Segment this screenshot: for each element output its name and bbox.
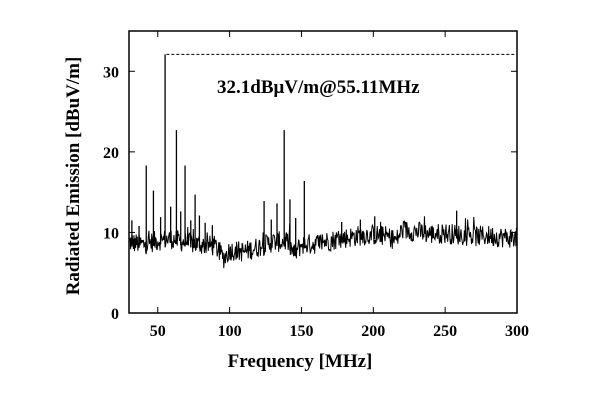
y-tick-label: 30: [103, 64, 119, 81]
y-tick-label: 0: [111, 306, 119, 323]
x-tick-label: 300: [505, 323, 529, 340]
plot-frame: [128, 30, 518, 314]
tick-labels: 50 100 150 200 250 300 0 10 20 30: [103, 64, 529, 340]
x-axis-title: Frequency [MHz]: [228, 351, 373, 372]
axis-ticks: [129, 31, 518, 314]
peak-annotation: 32.1dBμV/m@55.11MHz: [217, 77, 420, 98]
x-tick-label: 250: [433, 323, 457, 340]
x-tick-label: 150: [289, 323, 313, 340]
y-tick-label: 10: [103, 225, 119, 242]
noise-floor-trace: [129, 216, 517, 269]
x-tick-label: 200: [361, 323, 385, 340]
x-tick-label: 50: [150, 323, 166, 340]
y-axis-title: Radiated Emission [dBuV/m]: [63, 57, 84, 296]
x-tick-label: 100: [218, 323, 242, 340]
y-tick-label: 20: [103, 145, 119, 162]
